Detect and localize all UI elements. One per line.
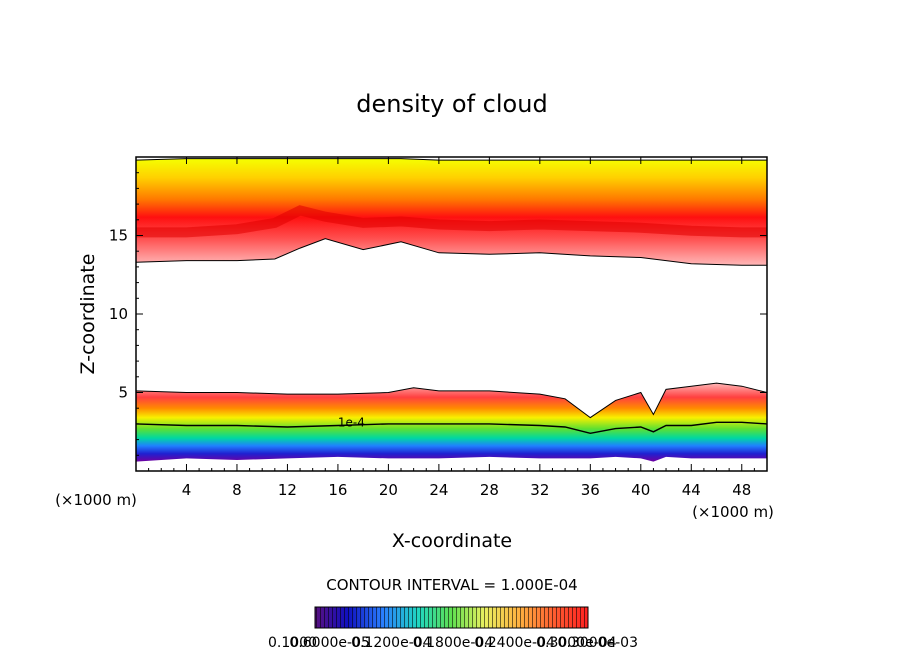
colorbar-label: 0.3000e-03 [558, 635, 638, 651]
colorbar-label: 0.1000 [268, 635, 317, 651]
colorbar-label: 0.3000e-04 [536, 635, 617, 651]
x-tick-label: 24 [429, 481, 448, 499]
upper-layer-bottom-contour [136, 238, 767, 266]
x-unit-left: (×1000 m) [55, 491, 137, 509]
upper-cloud-layer [136, 158, 767, 266]
upper-layer-peak-band [136, 205, 767, 238]
x-tick-label: 28 [480, 481, 499, 499]
x-axis-ticks: 4 8 12 16 20 24 28 32 36 40 44 48 [148, 157, 755, 499]
x-tick-label: 44 [682, 481, 701, 499]
x-tick-label: 36 [581, 481, 600, 499]
contour-label: 1e-4 [338, 415, 365, 429]
x-tick-label: 32 [530, 481, 549, 499]
y-axis-label: Z-coordinate [77, 254, 99, 375]
colorbar [314, 606, 589, 629]
x-tick-label: 48 [732, 481, 751, 499]
colorbar-hatch [315, 607, 588, 628]
cloud-layers: 1e-4 [136, 158, 767, 462]
lower-cloud-layer [136, 383, 767, 462]
x-tick-label: 16 [328, 481, 347, 499]
colorbar-labels: 0.10000.6000e-050.1200e-040.1800e-040.24… [268, 635, 638, 651]
lower-layer-top-contour [136, 382, 767, 419]
x-axis-label: X-coordinate [392, 530, 512, 552]
x-tick-label: 40 [631, 481, 650, 499]
y-tick-label: 10 [109, 305, 128, 323]
colorbar-label: 0.2400e-04 [474, 635, 555, 651]
x-tick-label: 12 [278, 481, 297, 499]
y-axis-ticks: 5 10 15 [109, 172, 767, 456]
colorbar-label: 0.6000e-05 [289, 635, 369, 651]
lower-layer-1e-4-contour [136, 421, 767, 435]
x-tick-label: 4 [182, 481, 192, 499]
colorbar-label: 0.1200e-04 [351, 635, 432, 651]
y-tick-label: 15 [109, 227, 128, 245]
x-tick-label: 8 [232, 481, 242, 499]
x-tick-label: 20 [379, 481, 398, 499]
plot-area: 1e-4 [136, 157, 767, 471]
upper-layer-top-contour [136, 158, 767, 161]
x-unit-right: (×1000 m) [692, 503, 774, 521]
colorbar-label: 0.1800e-04 [413, 635, 494, 651]
y-tick-label: 5 [118, 384, 128, 402]
contour-interval-label: CONTOUR INTERVAL = 1.000E-04 [326, 576, 577, 594]
colorbar-frame [314, 606, 589, 629]
chart-title: density of cloud [356, 90, 547, 118]
